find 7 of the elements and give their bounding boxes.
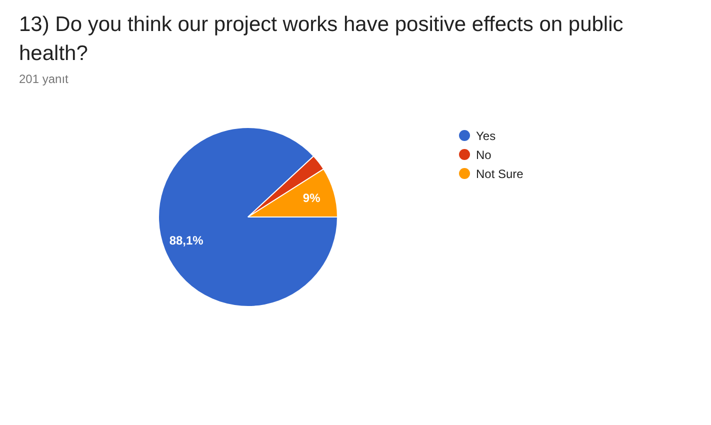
legend-label: Yes — [476, 128, 496, 142]
chart-title: 13) Do you think our project works have positive effects on public health? — [19, 12, 624, 67]
data-label: 9% — [302, 190, 321, 205]
text: 201 yanıt — [19, 72, 68, 86]
legend-label: Not Sure — [476, 166, 524, 180]
legend-label: No — [476, 148, 492, 162]
data-label: 88,1% — [169, 234, 204, 248]
